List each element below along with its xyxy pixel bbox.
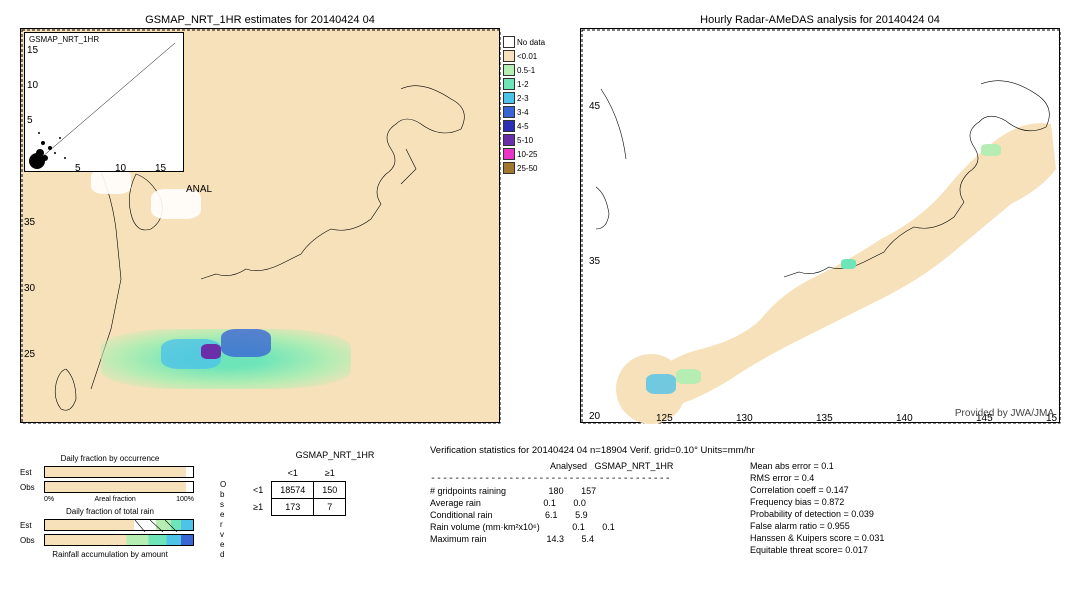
svg-text:135: 135 [816,413,833,424]
stat-row: Conditional rain 6.1 5.9 [430,510,750,520]
precip-r1 [646,374,676,394]
svg-text:30: 30 [24,283,36,294]
svg-text:35: 35 [24,217,36,228]
svg-text:15: 15 [155,163,167,173]
svg-text:10: 10 [27,80,39,91]
svg-text:5: 5 [75,163,81,173]
svg-text:140: 140 [896,413,913,424]
obs-label: Obs [20,483,44,492]
svg-text:20: 20 [589,411,601,422]
stat-metric: RMS error = 0.4 [750,473,1030,483]
svg-text:35: 35 [589,256,601,267]
stat-row: Average rain 0.1 0.0 [430,498,750,508]
frac-title1: Daily fraction by occurrence [20,454,200,463]
legend-item: 3-4 [503,105,553,119]
stat-metric: Frequency bias = 0.872 [750,497,1030,507]
legend-item: No data [503,35,553,49]
axis-min: 0% [44,496,54,503]
precip-r4 [981,144,1001,156]
stat-row: Rain volume (mm·km²x10⁶) 0.1 0.1 [430,522,750,532]
stat-metric: Equitable threat score= 0.017 [750,545,1030,555]
legend-item: 1-2 [503,77,553,91]
frac-title2: Daily fraction of total rain [20,507,200,516]
svg-text:15: 15 [27,45,39,56]
svg-text:5: 5 [27,115,33,126]
stats-block: Verification statistics for 20140424 04 … [430,445,1030,557]
svg-text:25: 25 [24,349,36,360]
est-label: Est [20,468,44,477]
precip-purple [201,344,221,359]
precip-blue2 [221,329,271,357]
contingency-table: <1≥1 <118574150 ≥11737 [245,465,346,516]
stats-header: Verification statistics for 20140424 04 … [430,445,1030,456]
legend-item: 10-25 [503,147,553,161]
observed-vertical: Observed [220,480,226,560]
legend-item: 5-10 [503,133,553,147]
stat-metric: Correlation coeff = 0.147 [750,485,1030,495]
fraction-bars: Daily fraction by occurrence Est Obs 0% … [20,450,200,559]
left-map-title: GSMAP_NRT_1HR estimates for 20140424 04 [20,14,500,26]
precip-r3 [841,259,856,269]
right-map-svg: 45 35 20 125 130 135 140 145 15 [581,29,1061,424]
stat-metric: Probability of detection = 0.039 [750,509,1030,519]
cont-title: GSMAP_NRT_1HR [275,450,395,460]
svg-text:10: 10 [115,163,127,173]
stat-metric: False alarm ratio = 0.955 [750,521,1030,531]
axis-max: 100% [176,496,194,503]
stat-row: Maximum rain 14.3 5.4 [430,534,750,544]
legend-item: 2-3 [503,91,553,105]
legend-item: 25-50 [503,161,553,175]
left-map-panel: 25 30 35 40 45 GSMAP_NRT_1HR [20,28,500,423]
svg-text:45: 45 [589,101,601,112]
right-map-title: Hourly Radar-AMeDAS analysis for 2014042… [580,14,1060,26]
stat-metric: Hanssen & Kuipers score = 0.031 [750,533,1030,543]
scatter-inset: GSMAP_NRT_1HR 5 10 15 5 10 15 [24,32,184,172]
legend-item: 4-5 [503,119,553,133]
legend-item: <0.01 [503,49,553,63]
svg-text:125: 125 [656,413,673,424]
provided-text: Provided by JWA/JMA [955,408,1054,419]
frac-title3: Rainfall accumulation by amount [20,550,200,559]
color-legend: No data<0.010.5-11-22-33-44-55-1010-2525… [503,35,553,175]
svg-text:130: 130 [736,413,753,424]
precip-r2 [676,369,701,384]
inset-anal-label: ANAL [186,184,212,195]
right-map-panel: 45 35 20 125 130 135 140 145 15 Provided… [580,28,1060,423]
stat-metric: Mean abs error = 0.1 [750,461,1030,471]
axis-mid: Areal fraction [94,496,135,503]
stat-row: # gridpoints raining 180 157 [430,486,750,496]
legend-item: 0.5-1 [503,63,553,77]
